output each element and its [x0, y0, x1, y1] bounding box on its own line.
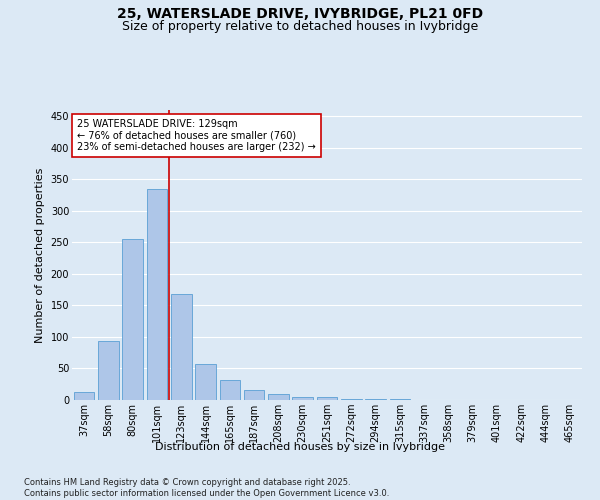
Text: Size of property relative to detached houses in Ivybridge: Size of property relative to detached ho… — [122, 20, 478, 33]
Bar — [292, 397, 313, 400]
Bar — [317, 398, 337, 400]
Bar — [244, 390, 265, 400]
Bar — [220, 380, 240, 400]
Bar — [268, 394, 289, 400]
Bar — [195, 364, 216, 400]
Text: 25, WATERSLADE DRIVE, IVYBRIDGE, PL21 0FD: 25, WATERSLADE DRIVE, IVYBRIDGE, PL21 0F… — [117, 8, 483, 22]
Text: Distribution of detached houses by size in Ivybridge: Distribution of detached houses by size … — [155, 442, 445, 452]
Bar — [98, 342, 119, 400]
Bar — [74, 392, 94, 400]
Text: Contains HM Land Registry data © Crown copyright and database right 2025.
Contai: Contains HM Land Registry data © Crown c… — [24, 478, 389, 498]
Bar — [171, 294, 191, 400]
Text: 25 WATERSLADE DRIVE: 129sqm
← 76% of detached houses are smaller (760)
23% of se: 25 WATERSLADE DRIVE: 129sqm ← 76% of det… — [77, 118, 316, 152]
Y-axis label: Number of detached properties: Number of detached properties — [35, 168, 45, 342]
Bar — [122, 239, 143, 400]
Bar — [146, 189, 167, 400]
